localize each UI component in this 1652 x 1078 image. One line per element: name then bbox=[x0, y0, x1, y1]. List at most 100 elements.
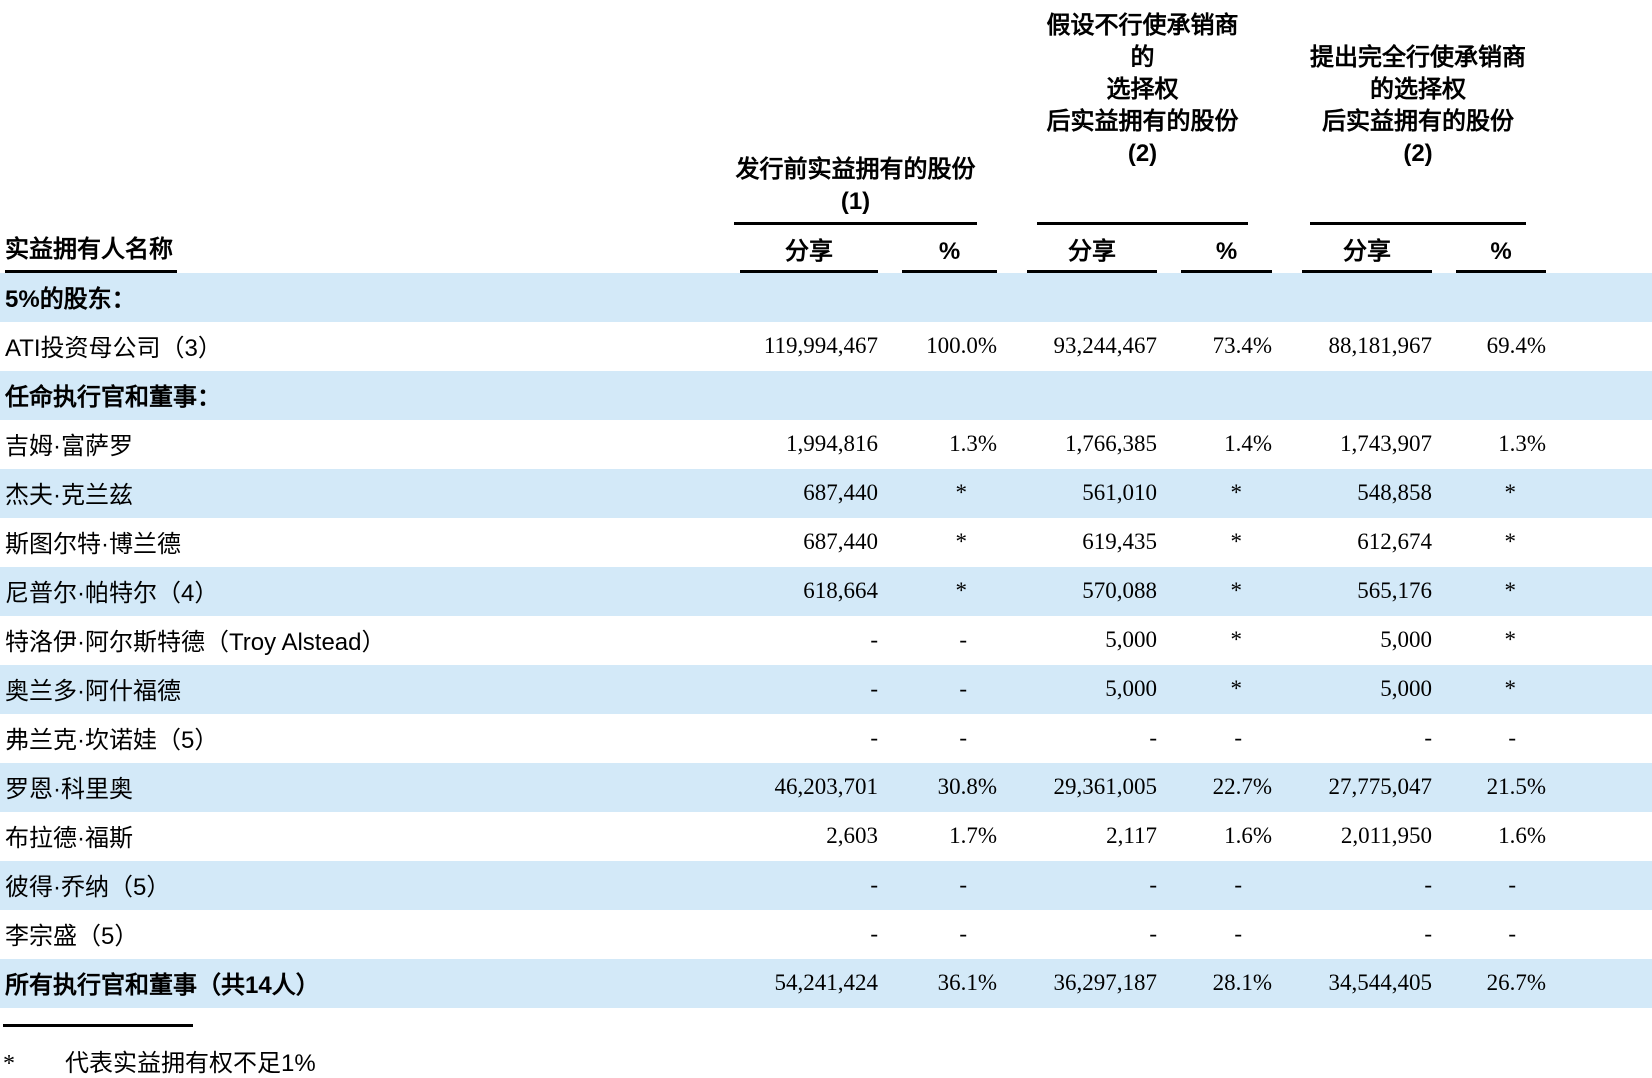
percent-cell: 22.7% bbox=[1212, 773, 1272, 799]
table-row: 奥兰多·阿什福德 - - 5,000 * 5,000 * bbox=[0, 665, 1652, 714]
spacer-cell bbox=[1546, 665, 1652, 714]
spacer-cell bbox=[1546, 469, 1652, 518]
spacer-cell bbox=[1546, 959, 1652, 1008]
table-row: 吉姆·富萨罗 1,994,816 1.3% 1,766,385 1.4% 1,743,90… bbox=[0, 420, 1652, 469]
percent-cell bbox=[878, 371, 997, 420]
shares-cell: 570,088 bbox=[1082, 577, 1157, 603]
percent-cell: * bbox=[1230, 626, 1243, 652]
shares-header-2: 分享 bbox=[997, 225, 1157, 273]
shares-cell: 34,544,405 bbox=[1328, 969, 1433, 995]
percent-cell: * bbox=[955, 479, 968, 505]
shares-cell: 5,000 bbox=[1380, 626, 1432, 652]
percent-cell bbox=[878, 273, 997, 322]
percent-cell: 69.4% bbox=[1486, 332, 1546, 358]
shares-cell: 54,241,424 bbox=[774, 969, 879, 995]
percent-cell: * bbox=[1230, 479, 1243, 505]
group-header-row: 发行前实益拥有的股份 (1) 假设不行使承销商的 选择权 后实益拥有的股份 (2) 提出… bbox=[0, 6, 1652, 225]
shares-cell: 561,010 bbox=[1082, 479, 1157, 505]
shares-cell bbox=[997, 371, 1157, 420]
percent-header-3: % bbox=[1432, 225, 1546, 273]
table-row: 尼普尔·帕特尔（4） 618,664 * 570,088 * 565,176 * bbox=[0, 567, 1652, 616]
owner-name-cell: 奥兰多·阿什福德 bbox=[5, 678, 181, 705]
percent-cell: 1.6% bbox=[1498, 822, 1546, 848]
percent-cell: - bbox=[959, 920, 967, 946]
shares-cell: 612,674 bbox=[1357, 528, 1432, 554]
shares-cell: - bbox=[870, 920, 878, 946]
table-row: 所有执行官和董事（共14人） 54,241,424 36.1% 36,297,187 2… bbox=[0, 959, 1652, 1008]
group-header-empty-cell bbox=[0, 6, 710, 225]
percent-cell: 30.8% bbox=[937, 773, 997, 799]
table-row: 李宗盛（5） - - - - - - bbox=[0, 910, 1652, 959]
table-row: 罗恩·科里奥 46,203,701 30.8% 29,361,005 22.7% 27,7… bbox=[0, 763, 1652, 812]
spacer-cell bbox=[1546, 6, 1652, 225]
spacer-cell bbox=[1546, 763, 1652, 812]
percent-cell: 28.1% bbox=[1212, 969, 1272, 995]
shares-cell: - bbox=[1424, 871, 1432, 897]
shares-cell: 565,176 bbox=[1357, 577, 1432, 603]
percent-cell: 36.1% bbox=[937, 969, 997, 995]
spacer-cell bbox=[1546, 812, 1652, 861]
owner-name-cell: 李宗盛（5） bbox=[5, 923, 139, 950]
owner-name-cell: 吉姆·富萨罗 bbox=[5, 433, 133, 460]
percent-cell: 1.6% bbox=[1224, 822, 1272, 848]
shares-cell: 687,440 bbox=[803, 479, 878, 505]
shares-cell bbox=[1272, 273, 1432, 322]
footnote-row: * 代表实益拥有权不足1% bbox=[3, 1043, 1652, 1078]
percent-cell: * bbox=[1504, 675, 1517, 701]
shares-cell: 5,000 bbox=[1105, 675, 1157, 701]
group-header-pre-offering: 发行前实益拥有的股份 (1) bbox=[710, 6, 997, 225]
owner-name-cell: 弗兰克·坎诺娃（5） bbox=[5, 727, 219, 754]
percent-cell: - bbox=[1508, 724, 1516, 750]
owner-name-cell: 特洛伊·阿尔斯特德（Troy Alstead） bbox=[5, 629, 386, 656]
table-row: 5%的股东： bbox=[0, 273, 1652, 322]
shares-cell: 687,440 bbox=[803, 528, 878, 554]
percent-cell: - bbox=[959, 626, 967, 652]
beneficial-owner-name-header-text: 实益拥有人名称 bbox=[5, 229, 177, 273]
percent-cell bbox=[1157, 273, 1272, 322]
percent-cell: * bbox=[1504, 479, 1517, 505]
shares-cell: - bbox=[870, 871, 878, 897]
percent-cell: 26.7% bbox=[1486, 969, 1546, 995]
group-header-no-exercise: 假设不行使承销商的 选择权 后实益拥有的股份 (2) bbox=[997, 6, 1272, 225]
spacer-cell bbox=[1546, 420, 1652, 469]
shares-cell: 36,297,187 bbox=[1053, 969, 1158, 995]
percent-cell: - bbox=[1234, 724, 1242, 750]
shares-cell: - bbox=[1424, 920, 1432, 946]
shares-cell: 88,181,967 bbox=[1328, 332, 1433, 358]
owner-name-cell: 5%的股东： bbox=[5, 286, 136, 313]
percent-header-1: % bbox=[878, 225, 997, 273]
percent-cell: * bbox=[1230, 675, 1243, 701]
table-row: 彼得·乔纳（5） - - - - - - bbox=[0, 861, 1652, 910]
percent-cell: 100.0% bbox=[926, 332, 997, 358]
table-row: ATI投资母公司（3） 119,994,467 100.0% 93,244,467 73… bbox=[0, 322, 1652, 371]
shares-cell: 1,994,816 bbox=[786, 430, 878, 456]
spacer-cell bbox=[1546, 567, 1652, 616]
percent-cell: - bbox=[1508, 871, 1516, 897]
percent-cell bbox=[1432, 371, 1546, 420]
shares-cell: 2,011,950 bbox=[1340, 822, 1432, 848]
percent-cell: 1.7% bbox=[949, 822, 997, 848]
percent-cell: * bbox=[1504, 626, 1517, 652]
beneficial-owner-name-header: 实益拥有人名称 bbox=[0, 225, 710, 273]
owner-name-cell: 罗恩·科里奥 bbox=[5, 776, 133, 803]
beneficial-ownership-table: 发行前实益拥有的股份 (1) 假设不行使承销商的 选择权 后实益拥有的股份 (2) 提出… bbox=[0, 6, 1652, 1008]
shares-header-1: 分享 bbox=[710, 225, 878, 273]
percent-cell: - bbox=[1234, 920, 1242, 946]
percent-header-2: % bbox=[1157, 225, 1272, 273]
shares-cell: 93,244,467 bbox=[1053, 332, 1158, 358]
shares-cell: - bbox=[1424, 724, 1432, 750]
shares-cell: 5,000 bbox=[1105, 626, 1157, 652]
footnote: * 代表实益拥有权不足1% bbox=[0, 1024, 1652, 1078]
percent-cell: - bbox=[1508, 920, 1516, 946]
spacer-cell bbox=[1546, 273, 1652, 322]
spacer-cell bbox=[1546, 861, 1652, 910]
percent-cell: * bbox=[1504, 577, 1517, 603]
footnote-marker: * bbox=[3, 1051, 15, 1077]
shares-cell bbox=[997, 273, 1157, 322]
table-row: 杰夫·克兰兹 687,440 * 561,010 * 548,858 * bbox=[0, 469, 1652, 518]
percent-cell: * bbox=[1230, 577, 1243, 603]
shares-cell: 119,994,467 bbox=[763, 332, 878, 358]
table-row: 特洛伊·阿尔斯特德（Troy Alstead） - - 5,000 * 5,000 * bbox=[0, 616, 1652, 665]
spacer-cell bbox=[1546, 616, 1652, 665]
